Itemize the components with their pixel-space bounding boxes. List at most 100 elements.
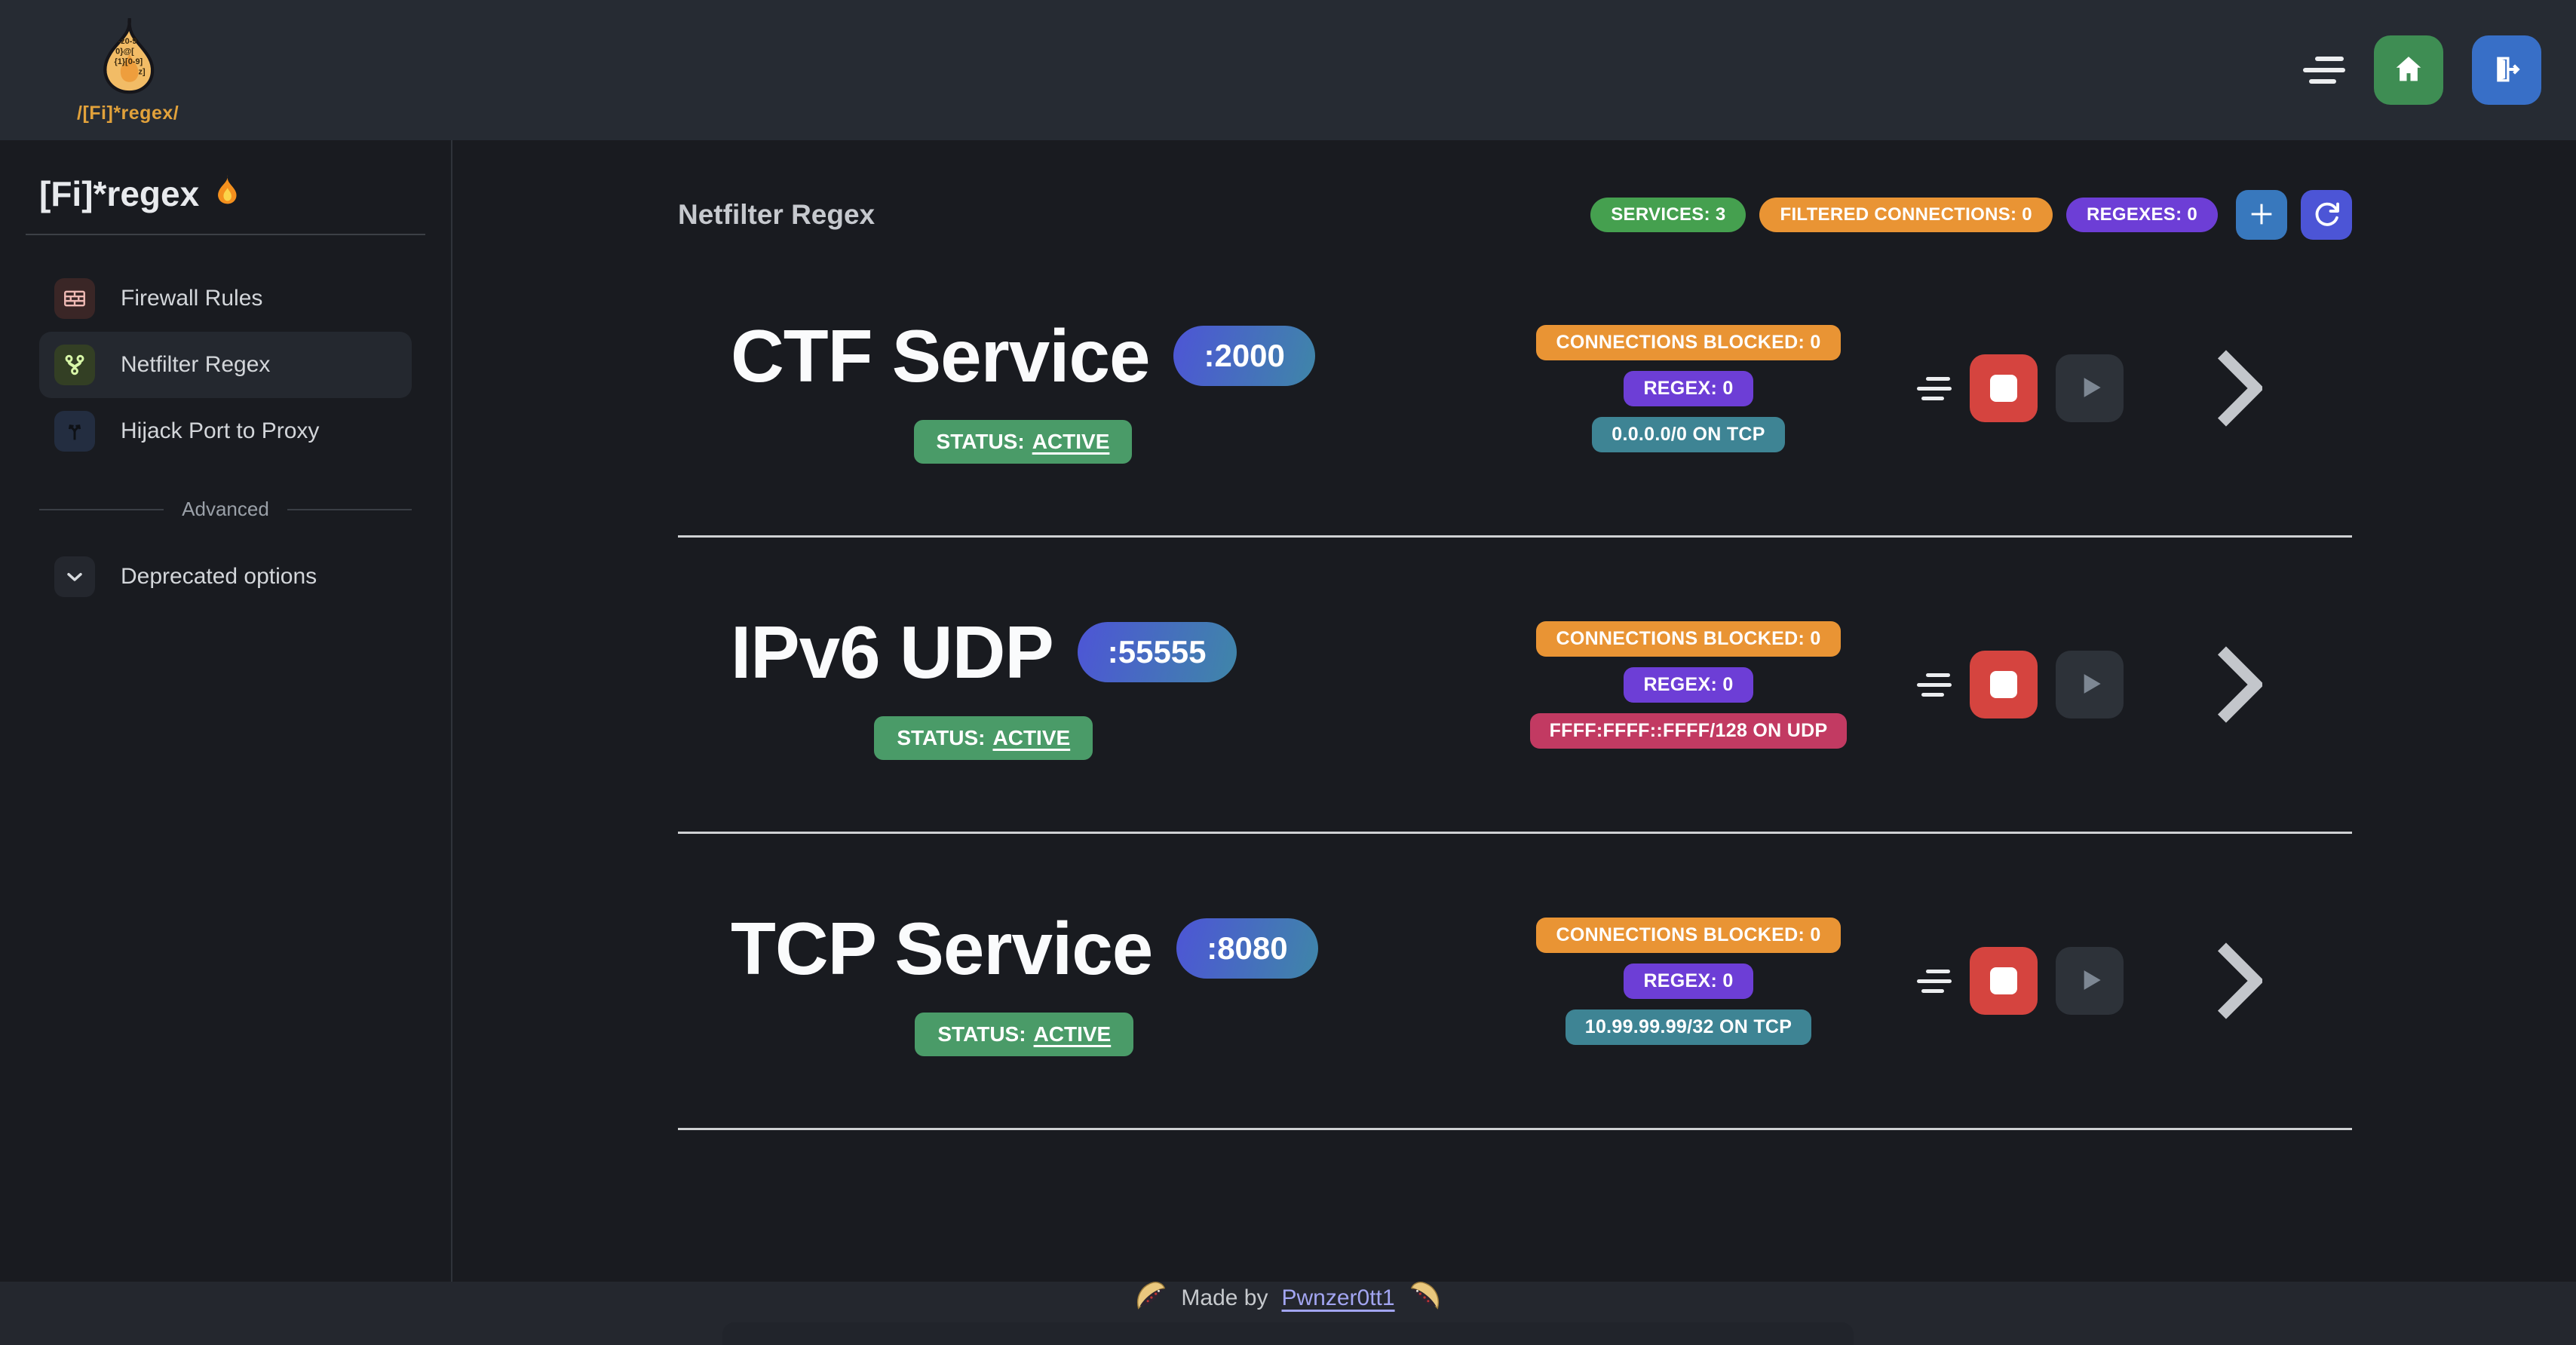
service-status-badge[interactable]: STATUS: ACTIVE <box>913 419 1133 464</box>
play-icon <box>2073 371 2106 406</box>
play-icon <box>2073 667 2106 703</box>
row-separator <box>678 1128 2352 1130</box>
start-service-button[interactable] <box>2056 947 2124 1015</box>
services-count-badge: SERVICES: 3 <box>1590 198 1746 232</box>
stop-service-button[interactable] <box>1970 947 2038 1015</box>
stop-square-icon <box>1990 671 2017 698</box>
expand-service-chevron[interactable] <box>2216 346 2262 430</box>
service-row: CTF Service :2000 STATUS: ACTIVE CONNECT… <box>678 241 2352 535</box>
filtered-connections-badge: FILTERED CONNECTIONS: 0 <box>1759 198 2053 232</box>
regex-count-badge: REGEX: 0 <box>1624 963 1753 999</box>
sidebar-nav: Firewall Rules Netfilter Regex Hijack <box>0 265 451 464</box>
logo-caption: /[Fi]*regex/ <box>77 103 179 124</box>
connections-blocked-badge: CONNECTIONS BLOCKED: 0 <box>1536 620 1841 657</box>
service-port-badge: :2000 <box>1173 326 1315 386</box>
stop-square-icon <box>1990 375 2017 402</box>
header-stats: SERVICES: 3 FILTERED CONNECTIONS: 0 REGE… <box>1590 190 2352 240</box>
stop-service-button[interactable] <box>1970 651 2038 718</box>
connections-blocked-badge: CONNECTIONS BLOCKED: 0 <box>1536 324 1841 360</box>
sidebar-item-hijack-port[interactable]: Hijack Port to Proxy <box>39 398 412 464</box>
divider <box>287 508 412 510</box>
panzerotto-icon <box>1133 1279 1167 1318</box>
navbar-actions <box>2303 35 2541 105</box>
brick-wall-icon <box>54 278 95 319</box>
service-badges: CONNECTIONS BLOCKED: 0 REGEX: 0 10.99.99… <box>1462 917 1915 1045</box>
svg-text:0}@[: 0}@[ <box>115 47 134 57</box>
advanced-section-header: Advanced <box>39 498 412 521</box>
service-badges: CONNECTIONS BLOCKED: 0 REGEX: 0 FFFF:FFF… <box>1462 620 1915 749</box>
status-value: ACTIVE <box>992 725 1071 749</box>
home-button[interactable] <box>2374 35 2443 105</box>
expand-service-chevron[interactable] <box>2216 642 2262 727</box>
door-exit-icon <box>2489 51 2525 90</box>
regex-count-badge: REGEX: 0 <box>1624 666 1753 703</box>
service-cidr-badge: 10.99.99.99/32 ON TCP <box>1565 1009 1812 1045</box>
play-icon <box>2073 964 2106 999</box>
sidebar-item-firewall-rules[interactable]: Firewall Rules <box>39 265 412 332</box>
flame-logo-icon: -z0-9 0}@[ {1}[0-9] z] <box>87 16 169 101</box>
advanced-label: Advanced <box>182 498 269 520</box>
footer: Made by Pwnzer0tt1 <box>0 1279 2576 1345</box>
sidebar: [Fi]*regex Firewall Rules <box>0 140 452 1282</box>
service-name: CTF Service <box>731 314 1150 397</box>
status-label: STATUS: <box>937 1022 1026 1046</box>
app-logo[interactable]: -z0-9 0}@[ {1}[0-9] z] /[Fi]*regex/ <box>77 16 179 124</box>
stop-square-icon <box>1990 967 2017 994</box>
start-service-button[interactable] <box>2056 354 2124 422</box>
divider <box>39 508 164 510</box>
service-cidr-badge: 0.0.0.0/0 ON TCP <box>1592 416 1785 452</box>
sidebar-item-netfilter-regex[interactable]: Netfilter Regex <box>39 332 412 398</box>
status-value: ACTIVE <box>1032 429 1110 453</box>
plus-icon <box>2246 199 2277 231</box>
service-cidr-badge: FFFF:FFFF::FFFF/128 ON UDP <box>1529 712 1848 749</box>
service-info: TCP Service :8080 STATUS: ACTIVE <box>731 906 1318 1056</box>
expand-service-chevron[interactable] <box>2216 939 2262 1023</box>
sidebar-item-label: Netfilter Regex <box>121 352 271 377</box>
rotate-cw-icon <box>2312 200 2341 231</box>
service-info: CTF Service :2000 STATUS: ACTIVE <box>731 314 1315 464</box>
service-row: IPv6 UDP :55555 STATUS: ACTIVE CONNECTIO… <box>678 538 2352 832</box>
service-status-badge[interactable]: STATUS: ACTIVE <box>915 1012 1134 1056</box>
service-options-icon[interactable] <box>1917 672 1952 697</box>
footer-vignette <box>722 1322 1854 1345</box>
svg-text:{1}[0-9]: {1}[0-9] <box>114 57 143 66</box>
refresh-button[interactable] <box>2301 190 2352 240</box>
service-options-icon[interactable] <box>1917 376 1952 400</box>
bars-staggered-icon[interactable] <box>2303 57 2345 84</box>
svg-text:z]: z] <box>138 68 145 77</box>
service-list: CTF Service :2000 STATUS: ACTIVE CONNECT… <box>678 241 2352 1130</box>
page-title: Netfilter Regex <box>678 199 876 230</box>
service-actions <box>1917 354 2124 422</box>
main-content: Netfilter Regex SERVICES: 3 FILTERED CON… <box>454 140 2576 1282</box>
service-options-icon[interactable] <box>1917 969 1952 993</box>
status-label: STATUS: <box>897 725 986 749</box>
home-icon <box>2391 52 2426 89</box>
author-link[interactable]: Pwnzer0tt1 <box>1281 1285 1395 1310</box>
start-service-button[interactable] <box>2056 651 2124 718</box>
service-name: TCP Service <box>731 906 1153 990</box>
status-label: STATUS: <box>936 429 1025 453</box>
chevron-down-icon <box>54 556 95 597</box>
service-status-badge[interactable]: STATUS: ACTIVE <box>874 715 1093 760</box>
regex-count-badge: REGEX: 0 <box>1624 370 1753 406</box>
panzerotto-icon <box>1409 1279 1443 1318</box>
connections-blocked-badge: CONNECTIONS BLOCKED: 0 <box>1536 917 1841 953</box>
add-service-button[interactable] <box>2236 190 2287 240</box>
fire-emoji-icon <box>211 173 243 214</box>
status-value: ACTIVE <box>1033 1022 1112 1046</box>
service-actions <box>1917 651 2124 718</box>
svg-text:-z0-9: -z0-9 <box>118 37 136 46</box>
row-separator <box>678 832 2352 834</box>
regexes-count-badge: REGEXES: 0 <box>2065 198 2218 232</box>
logout-button[interactable] <box>2472 35 2541 105</box>
service-row: TCP Service :8080 STATUS: ACTIVE CONNECT… <box>678 834 2352 1128</box>
split-arrows-icon <box>54 411 95 452</box>
service-name: IPv6 UDP <box>731 610 1054 694</box>
deprecated-options-toggle[interactable]: Deprecated options <box>39 544 412 610</box>
stop-service-button[interactable] <box>1970 354 2038 422</box>
service-port-badge: :8080 <box>1176 918 1318 979</box>
sidebar-item-label: Firewall Rules <box>121 286 263 311</box>
top-navbar: -z0-9 0}@[ {1}[0-9] z] /[Fi]*regex/ <box>0 0 2576 140</box>
git-fork-icon <box>54 345 95 385</box>
sidebar-item-label: Hijack Port to Proxy <box>121 418 320 443</box>
